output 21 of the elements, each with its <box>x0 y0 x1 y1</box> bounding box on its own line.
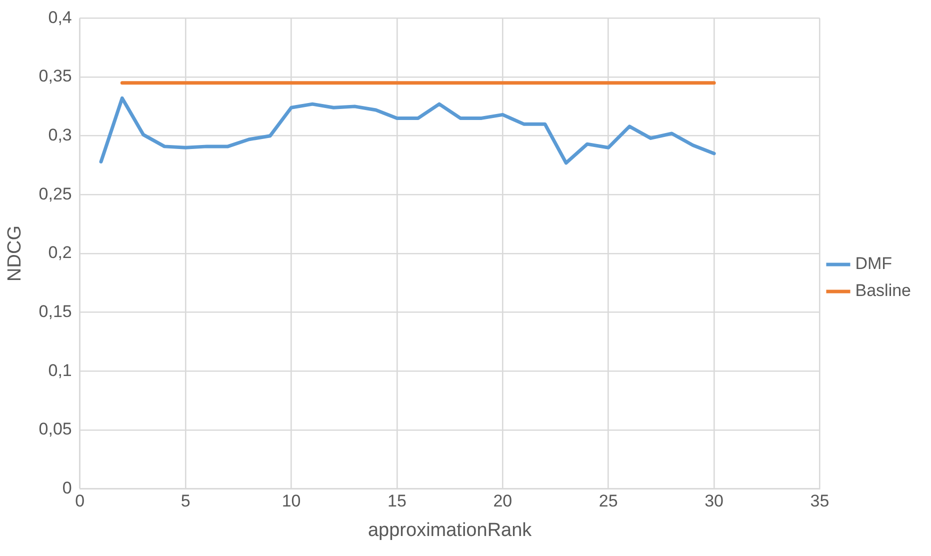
y-tick-label: 0,2 <box>48 243 72 262</box>
x-tick-label: 20 <box>493 492 512 511</box>
y-tick-label: 0,05 <box>38 420 72 439</box>
x-tick-label: 35 <box>810 492 830 511</box>
x-tick-label: 0 <box>75 492 85 511</box>
y-tick-label: 0 <box>62 478 72 498</box>
x-tick-label: 30 <box>704 492 724 511</box>
x-tick-label: 10 <box>282 492 301 511</box>
y-tick-label: 0,3 <box>48 126 72 145</box>
y-tick-label: 0,25 <box>38 184 72 204</box>
x-tick-label: 25 <box>598 492 618 511</box>
y-axis-title: NDCG <box>4 226 26 282</box>
y-tick-label: 0,4 <box>48 8 72 27</box>
legend-label: Basline <box>855 281 912 300</box>
legend-label: DMF <box>855 254 892 274</box>
y-tick-label: 0,1 <box>48 360 72 380</box>
x-tick-label: 5 <box>180 492 190 511</box>
x-axis-title: approximationRank <box>368 520 532 541</box>
y-tick-label: 0,35 <box>38 66 72 86</box>
y-tick-label: 0,15 <box>38 302 72 322</box>
x-tick-label: 15 <box>388 492 406 511</box>
